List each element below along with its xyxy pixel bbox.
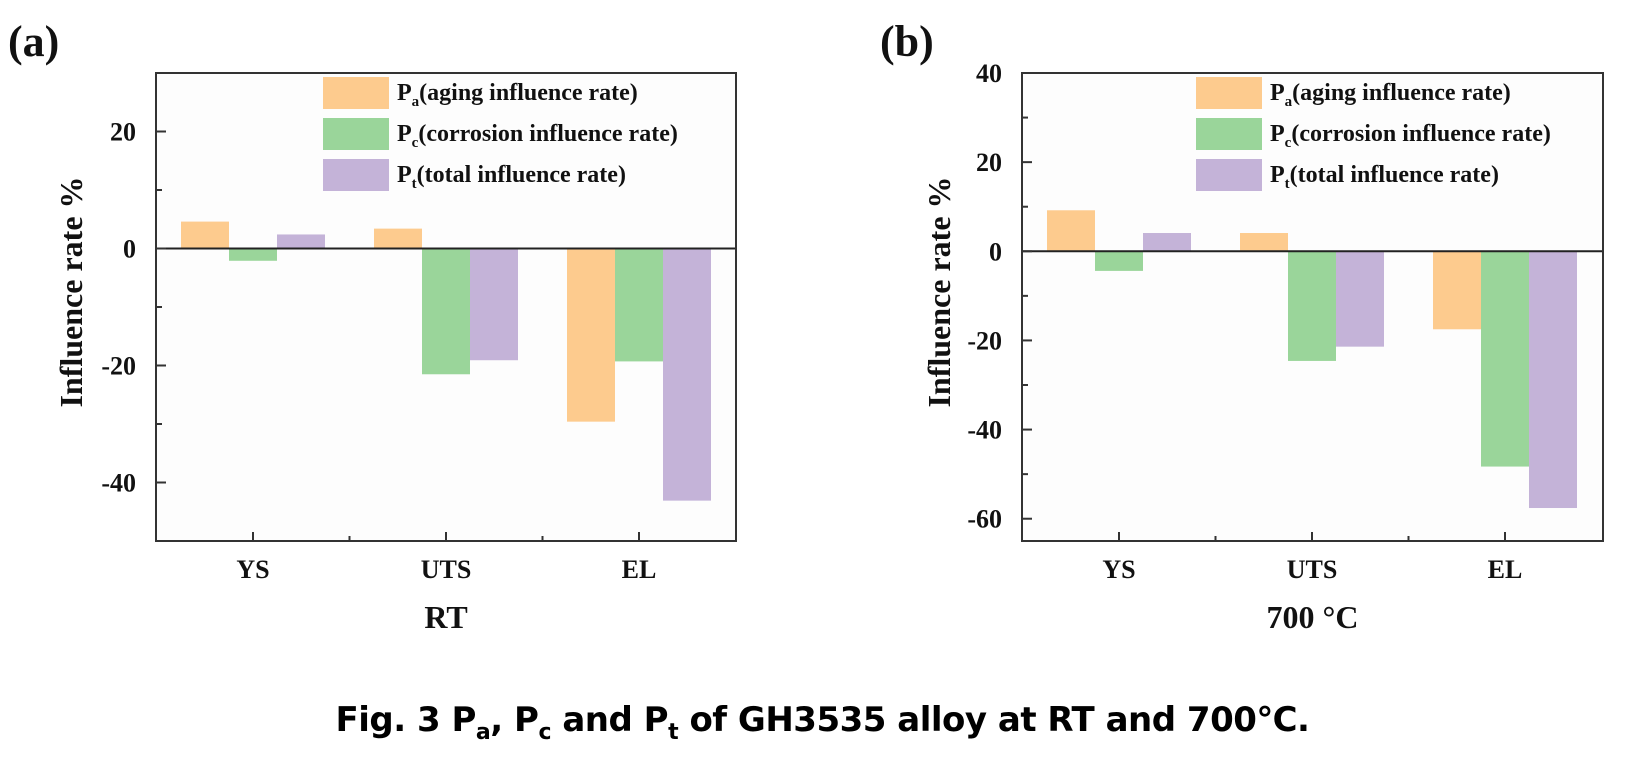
- bar-el-t: [1529, 251, 1577, 509]
- x-tick-label: YS: [236, 555, 269, 584]
- legend-label-a: Pa(aging influence rate): [1270, 80, 1511, 110]
- legend-swatch-c: [1196, 118, 1262, 150]
- caption-suffix: of GH3535 alloy at RT and 700℃.: [678, 700, 1310, 740]
- y-tick-label: 20: [110, 118, 136, 147]
- x-tick-label: UTS: [421, 555, 472, 584]
- x-tick-label: UTS: [1287, 555, 1338, 584]
- legend: Pa(aging influence rate) Pc(corrosion inf…: [1196, 77, 1551, 192]
- panel-label: (a): [8, 17, 59, 66]
- bar-el-a: [567, 248, 615, 422]
- legend-label-t: Pt(total influence rate): [397, 162, 626, 192]
- bar-ys-c: [1095, 251, 1143, 271]
- bar-el-c: [1481, 251, 1529, 467]
- chart-panel-a: (a) -40 -20 0 20 YS UTS EL RT Influence rate % Pa(…: [8, 17, 737, 635]
- panel-label: (b): [880, 17, 934, 66]
- legend-swatch-c: [323, 118, 389, 150]
- bar-ys-a: [181, 221, 229, 249]
- bar-ys-c: [229, 248, 277, 261]
- bar-uts-t: [470, 248, 518, 361]
- figure-caption: Fig. 3 Pa, Pc and Pt of GH3535 alloy at …: [0, 700, 1645, 745]
- y-tick-label: 0: [123, 235, 136, 264]
- bar-uts-a: [374, 228, 422, 249]
- y-tick-label: -40: [967, 416, 1002, 445]
- bar-ys-t: [277, 234, 325, 249]
- caption-prefix: Fig. 3 P: [335, 700, 477, 740]
- legend-label-c: Pc(corrosion influence rate): [397, 121, 678, 151]
- y-tick-label: -20: [101, 352, 136, 381]
- y-tick-label: -40: [101, 469, 136, 498]
- bar-uts-c: [1288, 251, 1336, 361]
- legend-swatch-a: [1196, 77, 1262, 109]
- legend: Pa(aging influence rate) Pc(corrosion inf…: [323, 77, 678, 192]
- legend-label-a: Pa(aging influence rate): [397, 80, 638, 110]
- legend-swatch-t: [1196, 159, 1262, 191]
- y-tick-label: 20: [976, 148, 1002, 177]
- x-tick-label: EL: [1488, 555, 1523, 584]
- bar-ys-t: [1143, 233, 1191, 252]
- legend-label-t: Pt(total influence rate): [1270, 162, 1499, 192]
- bar-uts-a: [1240, 233, 1288, 252]
- x-axis-label: RT: [424, 599, 467, 635]
- legend-swatch-t: [323, 159, 389, 191]
- y-tick-label: -20: [967, 326, 1002, 355]
- caption-sep1: , P: [490, 700, 539, 740]
- x-tick-label: YS: [1102, 555, 1135, 584]
- bar-el-t: [663, 248, 711, 501]
- bar-el-c: [615, 248, 663, 362]
- y-axis-label: Influence rate %: [921, 176, 957, 407]
- caption-sub-t: t: [668, 719, 679, 745]
- y-tick-label: 0: [989, 237, 1002, 266]
- caption-sub-c: c: [538, 719, 551, 745]
- legend-swatch-a: [323, 77, 389, 109]
- bar-uts-c: [422, 248, 470, 375]
- y-tick-label: -60: [967, 505, 1002, 534]
- chart-panel-b: (b) -60 -40 -20 0 20 40 YS UTS EL 700 °C Influence …: [880, 17, 1604, 635]
- bar-uts-t: [1336, 251, 1384, 347]
- legend-label-c: Pc(corrosion influence rate): [1270, 121, 1551, 151]
- y-tick-label: 40: [976, 59, 1002, 88]
- caption-sep2: and P: [550, 700, 669, 740]
- x-tick-label: EL: [622, 555, 657, 584]
- y-axis-label: Influence rate %: [53, 176, 89, 407]
- bar-ys-a: [1047, 210, 1095, 252]
- caption-sub-a: a: [475, 719, 491, 745]
- bar-el-a: [1433, 251, 1481, 330]
- x-axis-label: 700 °C: [1267, 599, 1359, 635]
